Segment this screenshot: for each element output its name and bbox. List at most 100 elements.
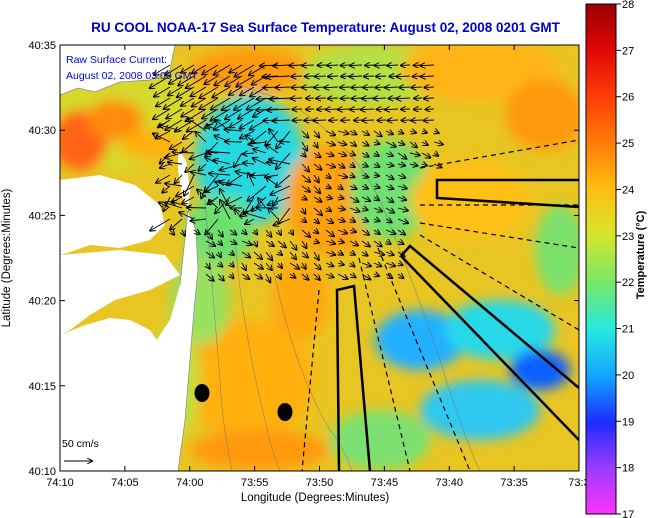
current-vector xyxy=(187,207,207,208)
current-vector xyxy=(349,186,357,189)
buoy-marker xyxy=(277,403,293,421)
current-vector xyxy=(202,64,219,74)
current-vector xyxy=(313,120,327,121)
current-vector xyxy=(361,219,368,221)
current-vector xyxy=(314,241,319,243)
x-tick-label: 74:10 xyxy=(46,477,74,489)
current-vector xyxy=(338,252,343,255)
current-vector xyxy=(248,142,267,144)
scale-label: 50 cm/s xyxy=(62,438,99,450)
current-vector xyxy=(397,164,405,166)
current-vector xyxy=(156,97,171,106)
current-vector xyxy=(290,230,293,235)
current-vector xyxy=(181,97,195,106)
current-vector xyxy=(190,219,207,221)
current-vector xyxy=(361,263,371,266)
current-vector xyxy=(265,262,272,270)
colorbar-title: Temperature (°C) xyxy=(635,210,647,299)
current-vector xyxy=(325,229,334,236)
current-vector xyxy=(242,230,246,234)
current-vector xyxy=(229,86,243,95)
current-vector xyxy=(349,208,360,212)
surface-current-vectors xyxy=(150,65,443,282)
current-vector xyxy=(253,149,267,154)
current-vector xyxy=(150,75,171,88)
current-vector xyxy=(269,129,279,143)
colorbar xyxy=(585,3,617,515)
land-north xyxy=(60,45,175,95)
current-legend-label: Raw Surface Current: xyxy=(66,54,167,66)
current-vector xyxy=(326,175,331,178)
current-vector xyxy=(165,183,183,186)
current-vector xyxy=(385,219,392,222)
current-vector xyxy=(385,230,395,234)
current-vector xyxy=(373,186,380,188)
current-vector xyxy=(290,274,295,278)
current-vector xyxy=(274,218,291,225)
current-vector xyxy=(376,76,387,77)
current-vector xyxy=(241,251,250,257)
current-vector xyxy=(248,173,255,187)
current-vector xyxy=(374,153,379,156)
current-vector xyxy=(212,86,231,98)
colorbar-tick-label: 19 xyxy=(622,416,634,428)
colorbar-ticks: 28 27 26 25 24 23 22 21 20 19 18 17 xyxy=(616,0,634,518)
current-vector xyxy=(292,87,303,88)
current-vector xyxy=(156,174,171,183)
current-vector xyxy=(193,230,200,234)
current-vector xyxy=(397,252,405,256)
current-vector xyxy=(301,163,309,171)
current-vector xyxy=(184,174,195,196)
current-vector xyxy=(302,207,305,214)
current-vector xyxy=(420,65,435,66)
current-vector xyxy=(349,241,358,245)
current-vector xyxy=(220,163,243,170)
current-vector xyxy=(361,240,370,246)
current-vector xyxy=(198,163,207,171)
current-vector xyxy=(218,252,221,257)
current-vector xyxy=(396,98,411,99)
current-vector xyxy=(165,64,183,75)
current-vector xyxy=(397,152,406,159)
current-vector xyxy=(349,230,356,232)
current-vector xyxy=(349,196,359,202)
current-vector xyxy=(214,75,231,85)
current-vector xyxy=(243,163,255,164)
current-vector xyxy=(325,197,332,198)
current-vector xyxy=(337,230,347,233)
current-vector xyxy=(254,230,257,234)
current-vector xyxy=(385,109,399,110)
current-vector xyxy=(301,130,308,138)
current-vector xyxy=(160,125,183,132)
current-vector xyxy=(183,130,195,139)
current-vector xyxy=(434,131,439,133)
current-vector xyxy=(385,196,393,202)
current-vector xyxy=(373,252,384,255)
current-vector xyxy=(277,240,286,247)
current-vector xyxy=(301,174,310,182)
nj-coast xyxy=(60,210,198,471)
y-tick-label: 40:25 xyxy=(28,210,56,222)
current-vector xyxy=(150,218,171,231)
current-vector xyxy=(374,274,379,276)
current-vector xyxy=(253,262,263,269)
current-vector xyxy=(385,153,393,156)
current-vector xyxy=(240,86,255,95)
current-vector xyxy=(195,132,207,143)
current-vector xyxy=(424,98,435,99)
x-axis: 74:10 74:05 74:00 73:55 73:50 73:45 73:40 73:35… xyxy=(46,45,590,489)
current-vector xyxy=(349,142,356,146)
current-vector xyxy=(268,208,279,220)
current-vector xyxy=(253,274,262,278)
current-vector xyxy=(165,119,183,130)
current-vector xyxy=(411,120,423,121)
current-vector xyxy=(325,131,335,135)
x-tick-label: 73:35 xyxy=(500,477,528,489)
current-vector xyxy=(314,251,319,260)
current-vector xyxy=(385,131,393,134)
current-vector xyxy=(301,251,308,258)
current-vector xyxy=(337,131,349,134)
current-vector xyxy=(411,87,423,88)
current-vector xyxy=(302,219,306,222)
current-vector xyxy=(278,207,291,224)
